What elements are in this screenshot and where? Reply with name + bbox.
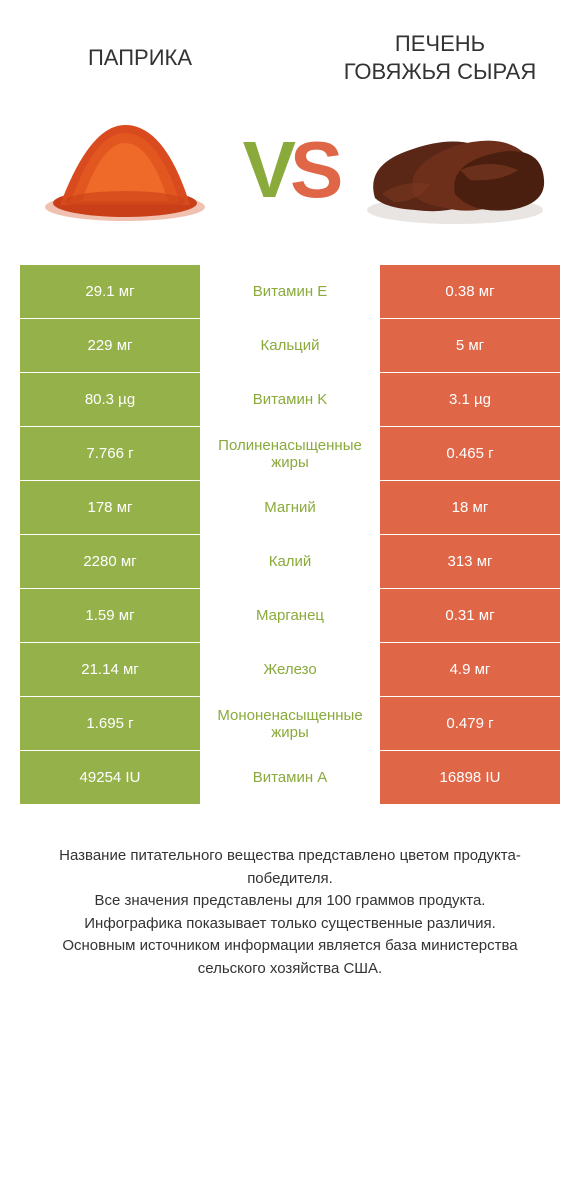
left-value: 229 мг	[20, 319, 200, 373]
nutrient-label: Витамин A	[200, 751, 380, 805]
nutrient-label: Мононенасыщенные жиры	[200, 697, 380, 751]
right-value: 313 мг	[380, 535, 560, 589]
vs-label: VS	[243, 124, 338, 216]
nutrient-label: Железо	[200, 643, 380, 697]
left-value: 2280 мг	[20, 535, 200, 589]
footer-line: Инфографика показывает только существенн…	[30, 913, 550, 936]
left-product-title: ПАПРИКА	[40, 45, 240, 71]
vs-letter-v: V	[243, 124, 290, 216]
header-row: ПАПРИКА ПЕЧЕНЬ ГОВЯЖЬЯ СЫРАЯ	[0, 0, 580, 95]
table-row: 49254 IUВитамин A16898 IU	[20, 751, 560, 805]
table-row: 178 мгМагний18 мг	[20, 481, 560, 535]
nutrient-label: Марганец	[200, 589, 380, 643]
vs-letter-s: S	[290, 124, 337, 216]
nutrient-label: Полиненасыщенные жиры	[200, 427, 380, 481]
footer-line: Название питательного вещества представл…	[30, 845, 550, 890]
right-value: 4.9 мг	[380, 643, 560, 697]
right-value: 18 мг	[380, 481, 560, 535]
right-value: 16898 IU	[380, 751, 560, 805]
table-row: 80.3 µgВитамин K3.1 µg	[20, 373, 560, 427]
liver-icon	[360, 110, 550, 230]
right-product-title: ПЕЧЕНЬ ГОВЯЖЬЯ СЫРАЯ	[340, 30, 540, 85]
left-product-image	[30, 105, 220, 235]
table-row: 21.14 мгЖелезо4.9 мг	[20, 643, 560, 697]
left-value: 1.59 мг	[20, 589, 200, 643]
left-value: 1.695 г	[20, 697, 200, 751]
table-row: 29.1 мгВитамин E0.38 мг	[20, 265, 560, 319]
right-product-image	[360, 105, 550, 235]
right-value: 3.1 µg	[380, 373, 560, 427]
left-value: 49254 IU	[20, 751, 200, 805]
left-value: 7.766 г	[20, 427, 200, 481]
right-value: 0.479 г	[380, 697, 560, 751]
nutrient-label: Витамин K	[200, 373, 380, 427]
left-value: 178 мг	[20, 481, 200, 535]
right-value: 0.38 мг	[380, 265, 560, 319]
table-row: 229 мгКальций5 мг	[20, 319, 560, 373]
footer-notes: Название питательного вещества представл…	[0, 805, 580, 980]
nutrient-label: Витамин E	[200, 265, 380, 319]
comparison-table: 29.1 мгВитамин E0.38 мг229 мгКальций5 мг…	[20, 265, 560, 805]
right-value: 0.31 мг	[380, 589, 560, 643]
infographic-container: ПАПРИКА ПЕЧЕНЬ ГОВЯЖЬЯ СЫРАЯ VS	[0, 0, 580, 980]
table-row: 2280 мгКалий313 мг	[20, 535, 560, 589]
right-value: 0.465 г	[380, 427, 560, 481]
nutrient-label: Магний	[200, 481, 380, 535]
footer-line: Все значения представлены для 100 граммо…	[30, 890, 550, 913]
nutrient-label: Калий	[200, 535, 380, 589]
paprika-icon	[40, 115, 210, 225]
nutrient-label: Кальций	[200, 319, 380, 373]
right-value: 5 мг	[380, 319, 560, 373]
image-row: VS	[0, 95, 580, 265]
left-value: 80.3 µg	[20, 373, 200, 427]
table-row: 1.695 гМононенасыщенные жиры0.479 г	[20, 697, 560, 751]
footer-line: Основным источником информации является …	[30, 935, 550, 980]
left-value: 21.14 мг	[20, 643, 200, 697]
left-value: 29.1 мг	[20, 265, 200, 319]
table-row: 1.59 мгМарганец0.31 мг	[20, 589, 560, 643]
table-row: 7.766 гПолиненасыщенные жиры0.465 г	[20, 427, 560, 481]
